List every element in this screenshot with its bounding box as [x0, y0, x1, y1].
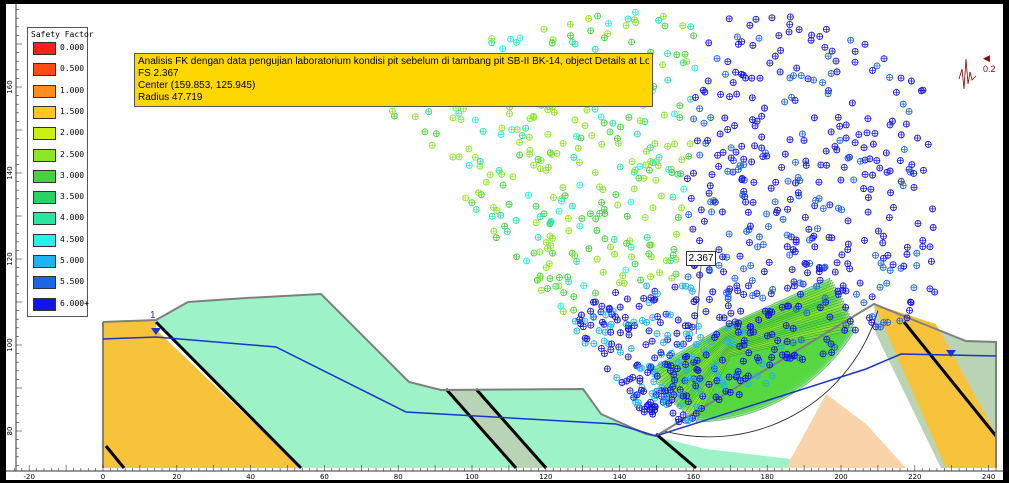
critical-fs-label: 2.367	[686, 251, 716, 266]
legend-swatch	[33, 255, 56, 268]
legend-swatch	[33, 191, 56, 205]
legend-label: 3.000	[60, 170, 85, 180]
safety-factor-legend: Safety Factor 0.000 0.500 1.000 1.500 2.000 2…	[27, 27, 94, 317]
legend-label: 1.500	[60, 106, 85, 116]
axes: -20 0 20 40 60 80 100 120 140 160 180 200 220 2408010…	[6, 4, 1003, 480]
x-tick-label: 220	[908, 473, 921, 480]
legend-label: 4.500	[60, 234, 85, 244]
x-tick-label: 60	[320, 473, 329, 480]
info-line-fs: FS 2.367	[138, 68, 179, 79]
material-mint	[156, 294, 866, 468]
legend-label: 0.000	[60, 43, 85, 52]
x-tick-label: 160	[687, 473, 700, 480]
legend-swatch	[33, 276, 56, 290]
x-tick-label: 140	[613, 473, 626, 480]
seismic-value: 0.2	[983, 64, 996, 74]
legend-label: 5.500	[60, 277, 85, 287]
x-tick-label: 40	[246, 473, 255, 480]
legend-row: 2.000	[33, 127, 87, 141]
legend-swatch	[33, 63, 56, 77]
x-tick-label: 100	[465, 473, 478, 480]
legend-swatch	[33, 212, 56, 226]
legend-row: 1.500	[33, 105, 87, 119]
water-table-label: 1	[150, 310, 156, 321]
legend-title: Safety Factor	[31, 30, 94, 39]
model-canvas[interactable]: -20 0 20 40 60 80 100 120 140 160 180 200 220 240 80 10…	[6, 4, 1003, 480]
bedding-lines	[104, 320, 998, 470]
y-tick-label: 100	[6, 338, 14, 351]
legend-row: 3.000	[33, 169, 87, 183]
info-line-title: Analisis FK dengan data pengujian labora…	[138, 56, 649, 67]
legend-row: 3.500	[33, 191, 87, 205]
legend-swatch	[33, 105, 56, 119]
legend-row: 6.000+	[33, 297, 89, 311]
legend-label: 5.000	[60, 256, 85, 265]
legend-label: 1.000	[60, 85, 85, 95]
legend-label: 3.500	[60, 192, 85, 202]
x-tick-label: 240	[982, 473, 995, 480]
material-orange-left-lower	[103, 320, 301, 468]
legend-row: 4.000	[33, 212, 87, 226]
info-line-radius: Radius 47.719	[138, 92, 203, 103]
legend-label: 4.000	[60, 213, 85, 223]
legend-label: 6.000+	[60, 298, 89, 308]
legend-row: 0.500	[33, 63, 87, 77]
legend-row: 4.500	[33, 233, 87, 247]
legend-swatch	[33, 127, 56, 141]
y-tick-label: 120	[6, 252, 14, 265]
seismic-arrow-icon: ◀	[983, 53, 990, 63]
water-table-line	[102, 336, 997, 437]
legend-row: 5.500	[33, 276, 87, 290]
material-orange-right	[874, 304, 996, 468]
material-regions	[103, 294, 996, 468]
info-line-center: Center (159.853, 125.945)	[138, 80, 256, 91]
x-tick-label: 120	[539, 473, 552, 480]
seismic-load-label: ◀ 0.2	[983, 53, 1003, 74]
x-tick-label: 200	[834, 473, 847, 480]
y-tick-label: 80	[6, 427, 14, 436]
legend-swatch	[33, 84, 56, 98]
slope-surface	[102, 292, 997, 468]
legend-label: 2.500	[60, 149, 85, 159]
legend-swatch	[33, 233, 56, 247]
material-peach	[786, 394, 906, 468]
legend-row: 2.500	[33, 148, 87, 162]
y-tick-label: 160	[6, 80, 14, 93]
legend-row: 0.000	[33, 42, 87, 55]
material-grey-lower	[446, 390, 546, 468]
legend-swatch	[33, 169, 56, 183]
legend-row: 1.000	[33, 84, 87, 98]
legend-swatch	[33, 148, 56, 162]
legend-label: 2.000	[60, 128, 85, 138]
x-tick-label: 0	[101, 473, 105, 480]
legend-label: 0.500	[60, 64, 85, 74]
critical-surface-info-box: Analisis FK dengan data pengujian labora…	[134, 53, 653, 107]
x-tick-label: 180	[761, 473, 774, 480]
x-tick-label: -20	[23, 473, 34, 480]
x-tick-label: 20	[172, 473, 181, 480]
slope-model-view[interactable]: -20 0 20 40 60 80 100 120 140 160 180 200 220 2408010…	[6, 4, 1003, 480]
legend-row: 5.000	[33, 255, 87, 268]
x-tick-label: 80	[394, 473, 403, 480]
legend-swatch	[33, 297, 56, 311]
legend-swatch	[33, 42, 56, 55]
y-tick-label: 140	[6, 166, 14, 179]
